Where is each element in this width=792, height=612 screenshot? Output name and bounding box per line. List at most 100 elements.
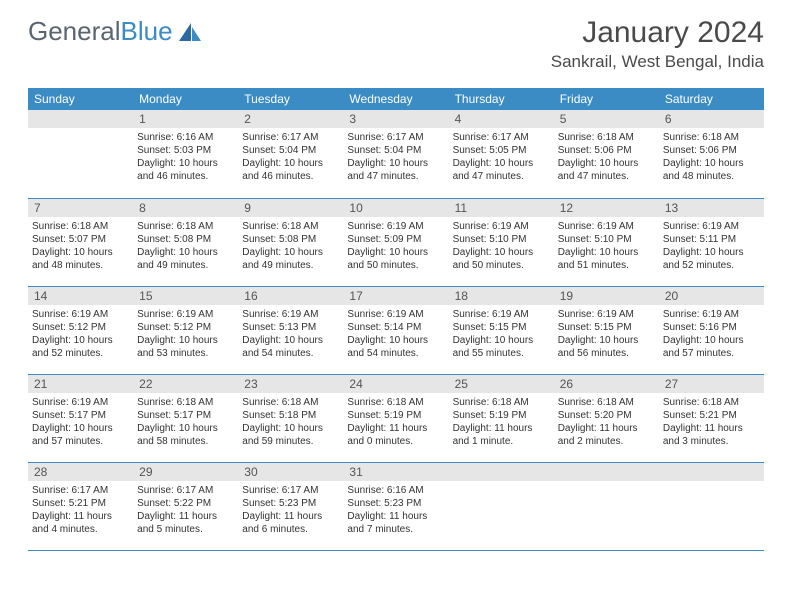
calendar-cell: 4Sunrise: 6:17 AMSunset: 5:05 PMDaylight… xyxy=(449,110,554,198)
month-title: January 2024 xyxy=(551,16,764,50)
calendar-cell: 17Sunrise: 6:19 AMSunset: 5:14 PMDayligh… xyxy=(343,286,448,374)
day-number-empty xyxy=(28,110,133,128)
day-number: 23 xyxy=(238,375,343,393)
day-content: Sunrise: 6:18 AMSunset: 5:19 PMDaylight:… xyxy=(343,393,448,450)
day-number: 13 xyxy=(659,199,764,217)
calendar-cell xyxy=(28,110,133,198)
day-number: 31 xyxy=(343,463,448,481)
day-number: 12 xyxy=(554,199,659,217)
day-number: 20 xyxy=(659,287,764,305)
brand-name-1: General xyxy=(28,16,121,47)
day-content: Sunrise: 6:18 AMSunset: 5:19 PMDaylight:… xyxy=(449,393,554,450)
day-number: 10 xyxy=(343,199,448,217)
day-number: 28 xyxy=(28,463,133,481)
day-content: Sunrise: 6:17 AMSunset: 5:22 PMDaylight:… xyxy=(133,481,238,538)
calendar-cell: 7Sunrise: 6:18 AMSunset: 5:07 PMDaylight… xyxy=(28,198,133,286)
day-content: Sunrise: 6:16 AMSunset: 5:03 PMDaylight:… xyxy=(133,128,238,185)
day-content: Sunrise: 6:19 AMSunset: 5:15 PMDaylight:… xyxy=(449,305,554,362)
calendar-cell: 25Sunrise: 6:18 AMSunset: 5:19 PMDayligh… xyxy=(449,374,554,462)
day-content: Sunrise: 6:17 AMSunset: 5:23 PMDaylight:… xyxy=(238,481,343,538)
calendar-cell: 12Sunrise: 6:19 AMSunset: 5:10 PMDayligh… xyxy=(554,198,659,286)
calendar-cell: 11Sunrise: 6:19 AMSunset: 5:10 PMDayligh… xyxy=(449,198,554,286)
calendar-cell: 3Sunrise: 6:17 AMSunset: 5:04 PMDaylight… xyxy=(343,110,448,198)
day-number-empty xyxy=(449,463,554,481)
brand-name-2: Blue xyxy=(121,16,173,47)
calendar-row: 21Sunrise: 6:19 AMSunset: 5:17 PMDayligh… xyxy=(28,374,764,462)
day-content: Sunrise: 6:18 AMSunset: 5:17 PMDaylight:… xyxy=(133,393,238,450)
calendar-row: 1Sunrise: 6:16 AMSunset: 5:03 PMDaylight… xyxy=(28,110,764,198)
calendar-cell: 28Sunrise: 6:17 AMSunset: 5:21 PMDayligh… xyxy=(28,462,133,550)
calendar-cell: 6Sunrise: 6:18 AMSunset: 5:06 PMDaylight… xyxy=(659,110,764,198)
weekday-header: Tuesday xyxy=(238,88,343,110)
calendar-cell: 8Sunrise: 6:18 AMSunset: 5:08 PMDaylight… xyxy=(133,198,238,286)
calendar-cell: 15Sunrise: 6:19 AMSunset: 5:12 PMDayligh… xyxy=(133,286,238,374)
day-number: 15 xyxy=(133,287,238,305)
day-number: 6 xyxy=(659,110,764,128)
day-number: 17 xyxy=(343,287,448,305)
day-content: Sunrise: 6:18 AMSunset: 5:18 PMDaylight:… xyxy=(238,393,343,450)
day-number: 11 xyxy=(449,199,554,217)
day-content: Sunrise: 6:19 AMSunset: 5:10 PMDaylight:… xyxy=(449,217,554,274)
day-content: Sunrise: 6:17 AMSunset: 5:21 PMDaylight:… xyxy=(28,481,133,538)
calendar-cell: 21Sunrise: 6:19 AMSunset: 5:17 PMDayligh… xyxy=(28,374,133,462)
day-content: Sunrise: 6:16 AMSunset: 5:23 PMDaylight:… xyxy=(343,481,448,538)
day-number-empty xyxy=(659,463,764,481)
day-content: Sunrise: 6:19 AMSunset: 5:16 PMDaylight:… xyxy=(659,305,764,362)
calendar-cell xyxy=(554,462,659,550)
day-content: Sunrise: 6:17 AMSunset: 5:05 PMDaylight:… xyxy=(449,128,554,185)
day-number: 4 xyxy=(449,110,554,128)
brand-logo: GeneralBlue xyxy=(28,16,203,47)
day-content: Sunrise: 6:18 AMSunset: 5:06 PMDaylight:… xyxy=(659,128,764,185)
calendar-cell: 23Sunrise: 6:18 AMSunset: 5:18 PMDayligh… xyxy=(238,374,343,462)
day-number: 5 xyxy=(554,110,659,128)
weekday-header: Thursday xyxy=(449,88,554,110)
weekday-header: Sunday xyxy=(28,88,133,110)
calendar-row: 28Sunrise: 6:17 AMSunset: 5:21 PMDayligh… xyxy=(28,462,764,550)
day-number: 14 xyxy=(28,287,133,305)
day-number: 22 xyxy=(133,375,238,393)
day-number: 1 xyxy=(133,110,238,128)
day-content: Sunrise: 6:18 AMSunset: 5:06 PMDaylight:… xyxy=(554,128,659,185)
calendar-cell: 24Sunrise: 6:18 AMSunset: 5:19 PMDayligh… xyxy=(343,374,448,462)
day-content: Sunrise: 6:18 AMSunset: 5:07 PMDaylight:… xyxy=(28,217,133,274)
calendar-cell: 26Sunrise: 6:18 AMSunset: 5:20 PMDayligh… xyxy=(554,374,659,462)
day-number: 21 xyxy=(28,375,133,393)
calendar-cell: 14Sunrise: 6:19 AMSunset: 5:12 PMDayligh… xyxy=(28,286,133,374)
calendar-cell: 29Sunrise: 6:17 AMSunset: 5:22 PMDayligh… xyxy=(133,462,238,550)
weekday-header: Monday xyxy=(133,88,238,110)
weekday-header: Saturday xyxy=(659,88,764,110)
day-content: Sunrise: 6:19 AMSunset: 5:14 PMDaylight:… xyxy=(343,305,448,362)
day-content: Sunrise: 6:19 AMSunset: 5:12 PMDaylight:… xyxy=(133,305,238,362)
day-content: Sunrise: 6:19 AMSunset: 5:09 PMDaylight:… xyxy=(343,217,448,274)
day-content: Sunrise: 6:19 AMSunset: 5:15 PMDaylight:… xyxy=(554,305,659,362)
location-text: Sankrail, West Bengal, India xyxy=(551,52,764,72)
calendar-cell xyxy=(449,462,554,550)
day-content: Sunrise: 6:18 AMSunset: 5:21 PMDaylight:… xyxy=(659,393,764,450)
weekday-header-row: SundayMondayTuesdayWednesdayThursdayFrid… xyxy=(28,88,764,110)
calendar-cell: 2Sunrise: 6:17 AMSunset: 5:04 PMDaylight… xyxy=(238,110,343,198)
title-block: January 2024 Sankrail, West Bengal, Indi… xyxy=(551,16,764,72)
day-content: Sunrise: 6:18 AMSunset: 5:20 PMDaylight:… xyxy=(554,393,659,450)
brand-sail-icon xyxy=(177,21,203,43)
calendar-cell: 18Sunrise: 6:19 AMSunset: 5:15 PMDayligh… xyxy=(449,286,554,374)
day-content: Sunrise: 6:19 AMSunset: 5:17 PMDaylight:… xyxy=(28,393,133,450)
calendar-cell: 13Sunrise: 6:19 AMSunset: 5:11 PMDayligh… xyxy=(659,198,764,286)
day-number: 9 xyxy=(238,199,343,217)
day-number: 27 xyxy=(659,375,764,393)
calendar-cell: 22Sunrise: 6:18 AMSunset: 5:17 PMDayligh… xyxy=(133,374,238,462)
day-number: 18 xyxy=(449,287,554,305)
calendar-cell: 10Sunrise: 6:19 AMSunset: 5:09 PMDayligh… xyxy=(343,198,448,286)
day-number: 26 xyxy=(554,375,659,393)
day-number: 8 xyxy=(133,199,238,217)
day-content: Sunrise: 6:17 AMSunset: 5:04 PMDaylight:… xyxy=(238,128,343,185)
day-content: Sunrise: 6:19 AMSunset: 5:10 PMDaylight:… xyxy=(554,217,659,274)
day-number: 19 xyxy=(554,287,659,305)
day-number: 24 xyxy=(343,375,448,393)
calendar-row: 14Sunrise: 6:19 AMSunset: 5:12 PMDayligh… xyxy=(28,286,764,374)
header: GeneralBlue January 2024 Sankrail, West … xyxy=(0,0,792,80)
calendar-cell: 30Sunrise: 6:17 AMSunset: 5:23 PMDayligh… xyxy=(238,462,343,550)
day-content: Sunrise: 6:17 AMSunset: 5:04 PMDaylight:… xyxy=(343,128,448,185)
calendar-cell: 1Sunrise: 6:16 AMSunset: 5:03 PMDaylight… xyxy=(133,110,238,198)
calendar-row: 7Sunrise: 6:18 AMSunset: 5:07 PMDaylight… xyxy=(28,198,764,286)
calendar-cell: 31Sunrise: 6:16 AMSunset: 5:23 PMDayligh… xyxy=(343,462,448,550)
